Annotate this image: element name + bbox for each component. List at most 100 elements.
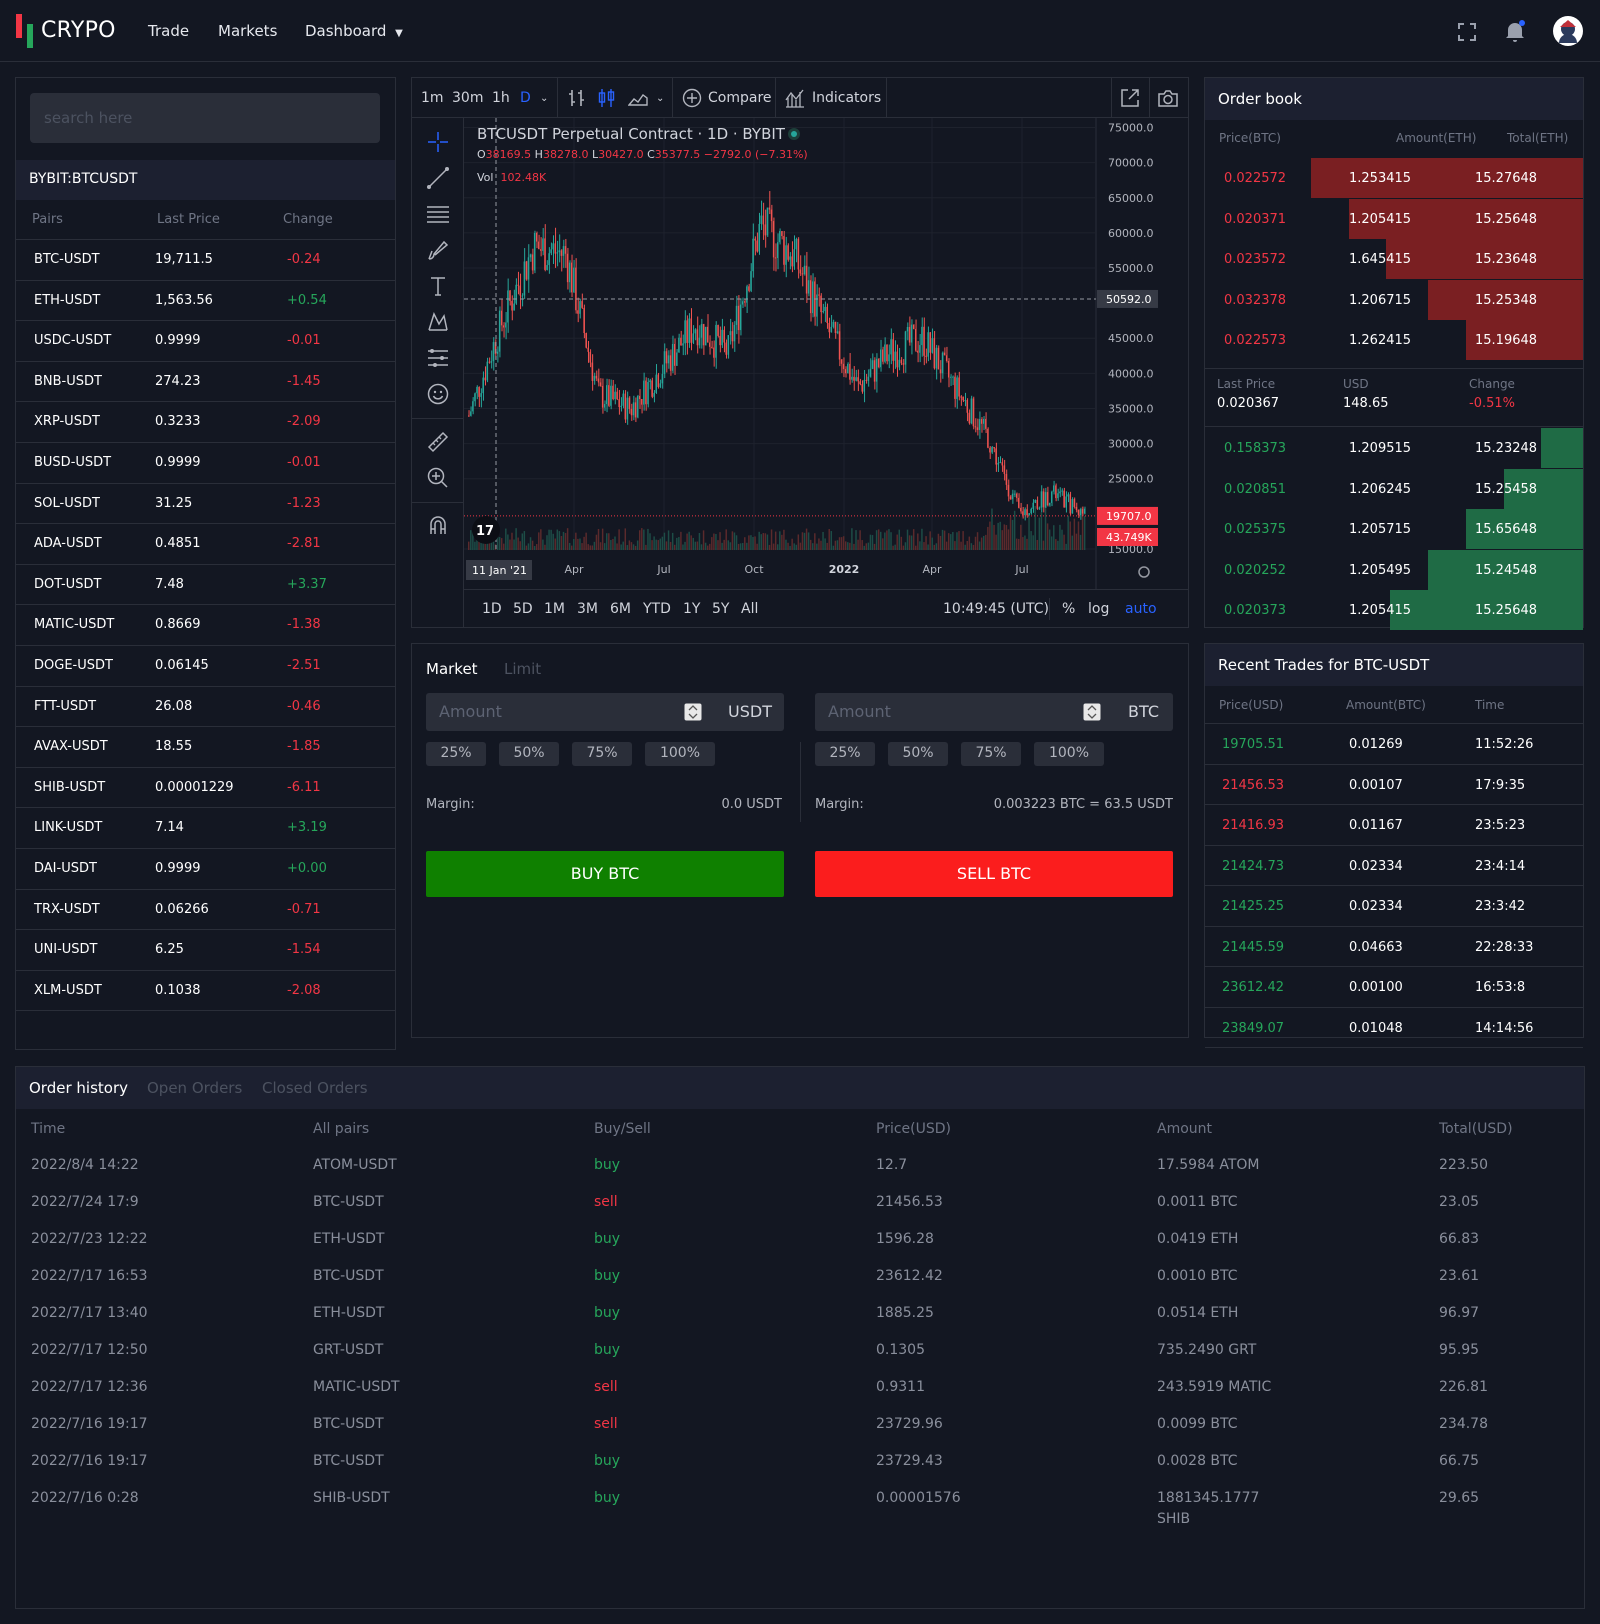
buy-pct-75[interactable]: 75% xyxy=(572,742,632,766)
tab-closed-orders[interactable]: Closed Orders xyxy=(262,1079,368,1097)
nav-dashboard[interactable]: Dashboard ▼ xyxy=(305,22,403,40)
market-row[interactable]: BNB-USDT 274.23 -1.45 xyxy=(16,362,395,403)
market-row[interactable]: SOL-USDT 31.25 -1.23 xyxy=(16,484,395,525)
candle-body xyxy=(562,246,565,256)
compare-button[interactable]: Compare xyxy=(708,90,772,106)
volume-bar xyxy=(643,529,645,550)
sell-pct-100[interactable]: 100% xyxy=(1034,742,1104,766)
buy-pct-50[interactable]: 50% xyxy=(499,742,559,766)
market-row[interactable]: XLM-USDT 0.1038 -2.08 xyxy=(16,971,395,1012)
interval-d[interactable]: D xyxy=(520,90,531,106)
buy-pct-100[interactable]: 100% xyxy=(645,742,715,766)
zoom-in-icon[interactable] xyxy=(426,466,450,490)
camera-icon[interactable] xyxy=(1157,88,1179,108)
search-input[interactable] xyxy=(30,93,380,143)
ask-row[interactable]: 0.020371 1.205415 15.25648 xyxy=(1205,198,1583,239)
ask-row[interactable]: 0.022573 1.262415 15.19648 xyxy=(1205,320,1583,360)
crosshair-icon[interactable] xyxy=(426,130,450,154)
market-row[interactable]: AVAX-USDT 18.55 -1.85 xyxy=(16,727,395,768)
bid-row[interactable]: 0.020851 1.206245 15.25458 xyxy=(1205,468,1583,509)
magnet-icon[interactable] xyxy=(426,514,450,538)
range-6m[interactable]: 6M xyxy=(610,601,631,617)
market-row[interactable]: FTT-USDT 26.08 -0.46 xyxy=(16,687,395,728)
plus-circle-icon[interactable] xyxy=(682,88,702,108)
bid-row[interactable]: 0.020373 1.205415 15.25648 xyxy=(1205,590,1583,630)
stepper-icon[interactable] xyxy=(684,703,702,721)
log-scale-toggle[interactable]: log xyxy=(1088,601,1110,617)
bars-icon[interactable] xyxy=(568,88,586,108)
fullscreen-icon[interactable] xyxy=(1458,23,1476,41)
market-row[interactable]: SHIB-USDT 0.00001229 -6.11 xyxy=(16,768,395,809)
nav-markets[interactable]: Markets xyxy=(218,22,278,40)
interval-1m[interactable]: 1m xyxy=(421,90,444,106)
market-row[interactable]: MATIC-USDT 0.8669 -1.38 xyxy=(16,605,395,646)
fib-icon[interactable] xyxy=(426,202,450,226)
market-row[interactable]: DOGE-USDT 0.06145 -2.51 xyxy=(16,646,395,687)
brush-icon[interactable] xyxy=(426,238,450,262)
range-5d[interactable]: 5D xyxy=(513,601,533,617)
bell-icon[interactable] xyxy=(1504,19,1526,43)
range-1y[interactable]: 1Y xyxy=(683,601,701,617)
stepper-icon[interactable] xyxy=(1083,703,1101,721)
interval-1h[interactable]: 1h xyxy=(492,90,510,106)
range-5y[interactable]: 5Y xyxy=(712,601,730,617)
candles-icon[interactable] xyxy=(598,88,616,108)
percent-scale-toggle[interactable]: % xyxy=(1062,601,1076,617)
tab-open-orders[interactable]: Open Orders xyxy=(147,1079,243,1097)
buy-amount-field[interactable]: Amount USDT xyxy=(426,693,784,731)
tab-order-history[interactable]: Order history xyxy=(29,1079,128,1097)
range-1m[interactable]: 1M xyxy=(544,601,565,617)
ask-row[interactable]: 0.022572 1.253415 15.27648 xyxy=(1205,158,1583,198)
candle-body xyxy=(1077,509,1080,516)
text-icon[interactable] xyxy=(426,274,450,298)
interval-30m[interactable]: 30m xyxy=(452,90,484,106)
indicators-icon[interactable] xyxy=(785,88,805,108)
ruler-icon[interactable] xyxy=(426,430,450,454)
market-row[interactable]: XRP-USDT 0.3233 -2.09 xyxy=(16,402,395,443)
range-ytd[interactable]: YTD xyxy=(643,601,671,617)
tab-market[interactable]: Market xyxy=(426,660,478,678)
sell-pct-25[interactable]: 25% xyxy=(815,742,875,766)
market-row[interactable]: BTC-USDT 19,711.5 -0.24 xyxy=(16,240,395,281)
emoji-icon[interactable] xyxy=(426,382,450,406)
market-row[interactable]: BUSD-USDT 0.9999 -0.01 xyxy=(16,443,395,484)
ask-row[interactable]: 0.023572 1.645415 15.23648 xyxy=(1205,239,1583,279)
market-row[interactable]: USDC-USDT 0.9999 -0.01 xyxy=(16,321,395,362)
auto-scale-toggle[interactable]: auto xyxy=(1125,601,1157,617)
sell-btc-button[interactable]: SELL BTC xyxy=(815,851,1173,897)
market-row[interactable]: LINK-USDT 7.14 +3.19 xyxy=(16,808,395,849)
bid-row[interactable]: 0.025375 1.205715 15.65648 xyxy=(1205,509,1583,549)
forecast-icon[interactable] xyxy=(426,346,450,370)
pattern-icon[interactable] xyxy=(426,310,450,334)
logo-text[interactable]: CRYPO xyxy=(41,18,116,43)
tab-limit[interactable]: Limit xyxy=(504,660,542,678)
nav-trade[interactable]: Trade xyxy=(148,22,190,40)
buy-pct-25[interactable]: 25% xyxy=(426,742,486,766)
range-1d[interactable]: 1D xyxy=(482,601,502,617)
trendline-icon[interactable] xyxy=(426,166,450,190)
market-row[interactable]: ADA-USDT 0.4851 -2.81 xyxy=(16,524,395,565)
market-row[interactable]: DOT-USDT 7.48 +3.37 xyxy=(16,565,395,606)
avatar-icon[interactable] xyxy=(1552,15,1584,47)
market-row[interactable]: TRX-USDT 0.06266 -0.71 xyxy=(16,890,395,931)
bid-row[interactable]: 0.158373 1.209515 15.23248 xyxy=(1205,428,1583,468)
buy-btc-button[interactable]: BUY BTC xyxy=(426,851,784,897)
sell-pct-75[interactable]: 75% xyxy=(961,742,1021,766)
chart-type-dropdown-icon[interactable]: ⌄ xyxy=(656,93,665,104)
popout-icon[interactable] xyxy=(1120,88,1140,108)
market-row[interactable]: DAI-USDT 0.9999 +0.00 xyxy=(16,849,395,890)
range-3m[interactable]: 3M xyxy=(577,601,598,617)
bid-row[interactable]: 0.020252 1.205495 15.24548 xyxy=(1205,549,1583,590)
indicators-button[interactable]: Indicators xyxy=(812,90,882,106)
market-row[interactable]: ETH-USDT 1,563.56 +0.54 xyxy=(16,281,395,322)
settings-icon[interactable] xyxy=(1138,566,1150,578)
interval-dropdown-icon[interactable]: ⌄ xyxy=(540,93,549,104)
area-chart-icon[interactable] xyxy=(628,89,648,107)
ask-row[interactable]: 0.032378 1.206715 15.25348 xyxy=(1205,279,1583,320)
market-row[interactable]: UNI-USDT 6.25 -1.54 xyxy=(16,930,395,971)
sell-amount-field[interactable]: Amount BTC xyxy=(815,693,1173,731)
volume-bar xyxy=(1001,530,1003,550)
sell-pct-50[interactable]: 50% xyxy=(888,742,948,766)
range-all[interactable]: All xyxy=(741,601,759,617)
price-chart[interactable]: 75000.0 70000.0 65000.0 60000.0 55000.0 45000… xyxy=(464,118,1188,589)
